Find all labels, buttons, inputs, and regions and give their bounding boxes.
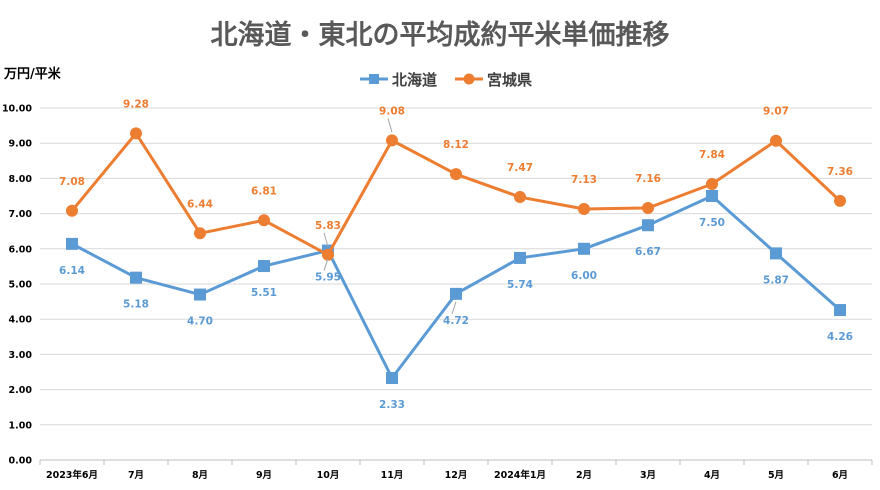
data-label: 8.12 [443,139,469,151]
x-tick-label: 2月 [576,470,592,481]
data-label: 5.51 [251,287,277,299]
leader-line [451,301,457,315]
data-point-square [130,271,142,284]
y-tick-label: 10.00 [2,104,32,115]
leader-line [323,258,329,271]
data-point-circle [66,204,78,217]
x-tick-label: 6月 [832,470,848,481]
data-label: 5.87 [763,274,789,286]
data-point-square [514,251,526,264]
data-label: 5.74 [507,279,533,291]
data-point-square [770,247,782,260]
legend-label-miyagi: 宮城県 [487,71,532,89]
data-point-square [66,237,78,250]
data-point-circle [130,127,142,140]
x-tick-label: 5月 [768,470,784,481]
legend-marker-square [369,74,379,84]
y-tick-label: 7.00 [9,209,33,220]
chart-title: 北海道・東北の平均成約平米単価推移 [211,19,670,51]
x-tick-label: 10月 [317,470,340,481]
x-tick-label: 2023年6月 [46,469,98,481]
y-tick-label: 8.00 [9,174,33,185]
gridlines [40,107,872,426]
x-tick-label: 8月 [192,470,208,481]
legend-label-hokkaido: 北海道 [392,71,437,89]
data-point-circle [642,201,654,214]
y-tick-label: 9.00 [9,139,33,150]
data-label: 9.08 [379,105,405,117]
x-tick-label: 4月 [704,470,720,481]
data-label: 6.14 [59,265,85,277]
data-point-circle [770,134,782,147]
x-tick-label: 2024年1月 [494,469,546,481]
data-point-circle [386,134,398,147]
data-point-square [258,260,270,273]
data-label: 6.81 [251,185,277,197]
data-label: 5.83 [315,220,341,232]
data-label: 6.67 [635,246,661,258]
x-tick-label: 7月 [128,470,144,481]
data-label: 5.18 [123,299,149,311]
y-tick-label: 6.00 [9,244,33,255]
data-label: 9.07 [763,106,789,118]
data-point-square [706,190,718,202]
axes: 0.00 1.00 2.00 3.00 4.00 5.00 6.00 7.00 8.00 9.00… [2,104,873,481]
data-label: 7.36 [827,166,853,178]
y-tick-label: 0.00 [9,456,33,467]
data-label: 6.44 [187,198,213,210]
x-tick-label: 12月 [445,470,468,481]
legend: 北海道 宮城県 [360,71,532,89]
legend-marker-circle [463,73,475,85]
y-tick-label: 5.00 [9,280,33,291]
data-label: 7.84 [699,149,725,161]
data-label: 7.16 [635,173,661,185]
data-point-square [386,371,398,384]
data-point-circle [514,191,526,204]
data-point-square [450,287,462,300]
data-label: 7.47 [507,162,533,174]
y-tick-label: 2.00 [9,385,33,396]
data-point-circle [578,203,590,216]
leader-line [387,118,393,133]
y-tick-label: 3.00 [9,350,33,361]
data-labels: 6.14 5.18 4.70 5.51 5.95 2.33 4.72 5.74 6.00 6.67… [59,98,853,411]
data-label: 7.08 [59,176,85,188]
data-point-circle [450,168,462,181]
data-label: 2.33 [379,399,405,411]
data-label: 4.70 [187,316,213,328]
data-point-circle [322,248,334,261]
series [66,127,846,384]
x-tick-label: 11月 [381,470,404,481]
data-label: 9.28 [123,98,149,110]
leader-line [323,232,329,247]
data-point-square [194,288,206,301]
data-point-square [834,304,846,317]
y-tick-label: 4.00 [9,315,33,326]
data-point-circle [258,214,270,227]
data-point-circle [194,227,206,240]
data-label: 5.95 [315,272,341,284]
data-label: 6.00 [571,270,597,282]
data-label: 7.13 [571,174,597,186]
x-tick-label: 9月 [256,470,272,481]
data-point-square [578,242,590,255]
x-tick-label: 3月 [640,470,656,481]
data-label: 4.26 [827,331,853,343]
y-axis-unit-label: 万円/平米 [3,66,62,82]
data-point-circle [834,194,846,207]
data-point-square [642,219,654,232]
data-label: 7.50 [699,217,725,229]
data-point-circle [706,178,718,191]
data-label: 4.72 [443,315,469,327]
y-tick-label: 1.00 [9,420,33,431]
